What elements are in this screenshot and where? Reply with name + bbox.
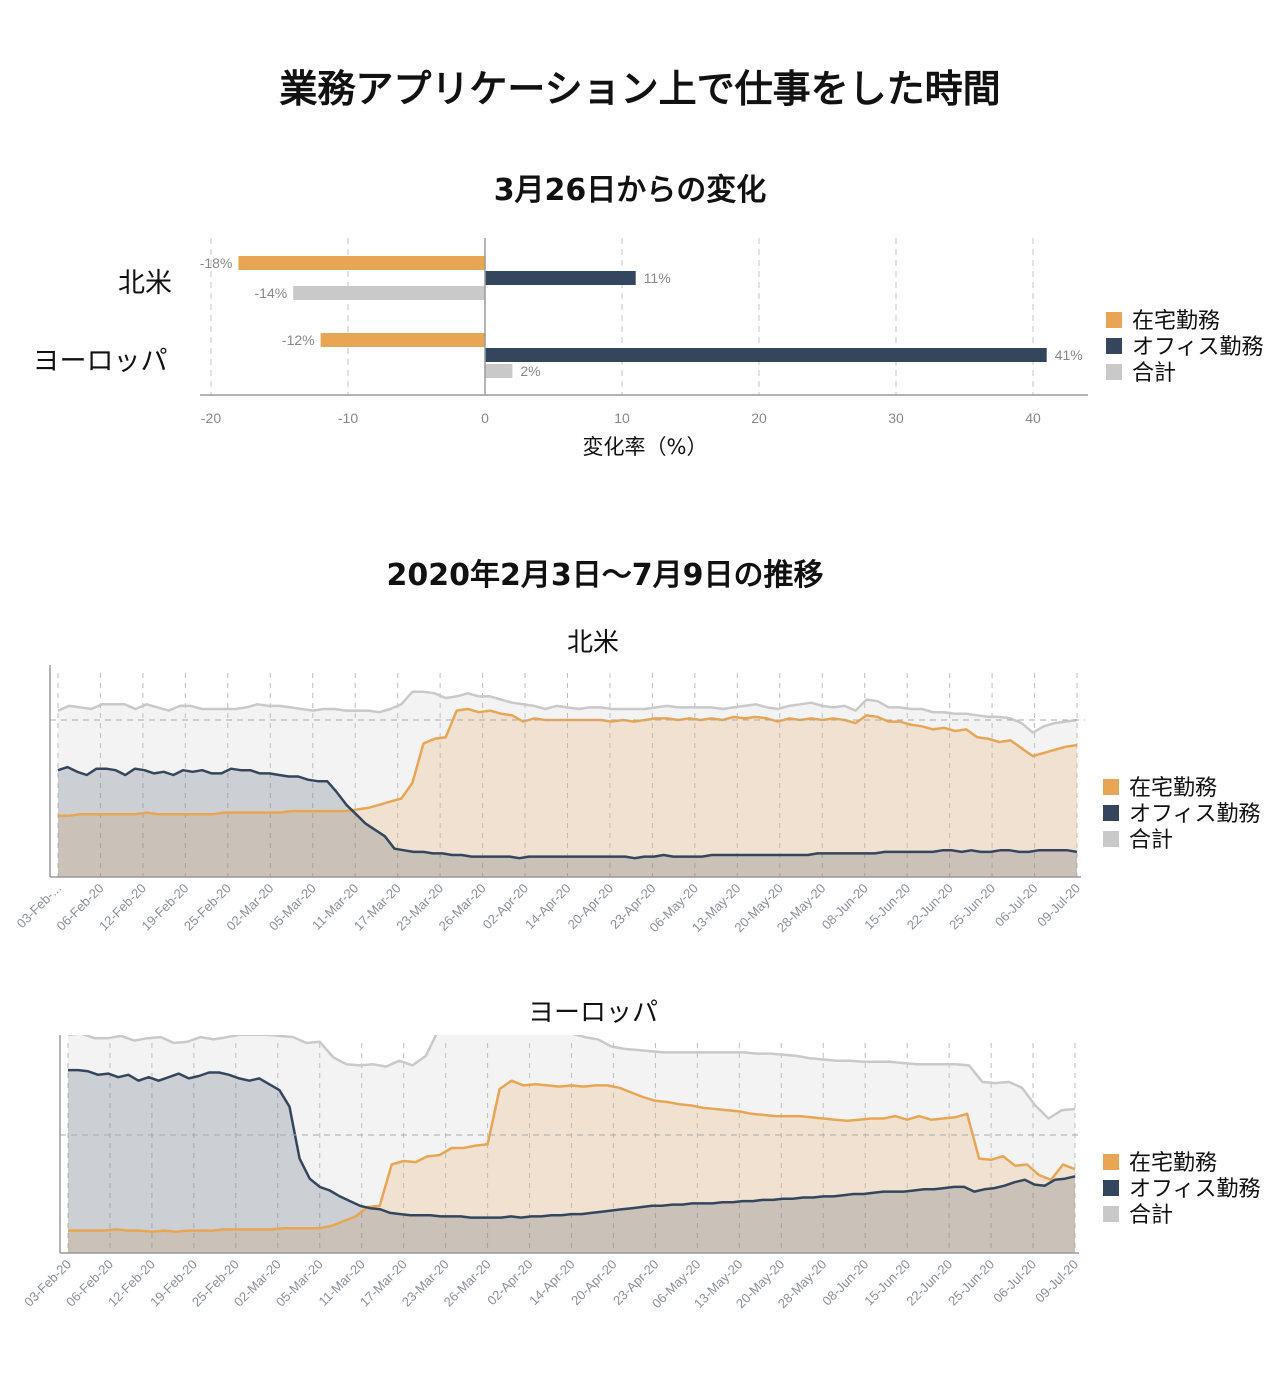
x-tick-label: 02-Apr-20 — [480, 881, 531, 932]
x-tick-label: 20 — [751, 410, 767, 426]
series-line-2 — [57, 690, 1078, 734]
legend-swatch-0 — [1106, 312, 1122, 328]
legend-label-1: オフィス勤務 — [1129, 802, 1261, 827]
area-fill-1 — [68, 1070, 1075, 1253]
bar-value-label: 41% — [1055, 347, 1083, 363]
series-line-2 — [68, 1035, 1076, 1120]
series-line-1 — [68, 1068, 1076, 1219]
eu-chart-title: ヨーロッパ — [527, 998, 658, 1028]
main-title: 業務アプリケーション上で仕事をした時間 — [279, 67, 1001, 111]
legend-label-1: オフィス勤務 — [1132, 335, 1264, 360]
legend-swatch-1 — [1103, 1180, 1119, 1196]
x-tick-label: 40 — [1025, 410, 1041, 426]
legend-label-0: 在宅勤務 — [1132, 309, 1220, 334]
bar-1-1 — [485, 348, 1047, 362]
bar-value-label: 2% — [520, 363, 540, 379]
series-line-1 — [57, 765, 1078, 860]
x-tick-label: 25-Jun-20 — [945, 1257, 997, 1309]
legend-label-0: 在宅勤務 — [1129, 1151, 1217, 1176]
bar-value-label: -12% — [282, 332, 315, 348]
legend-swatch-1 — [1103, 805, 1119, 821]
legend-swatch-2 — [1103, 831, 1119, 847]
x-tick-label: 30 — [888, 410, 904, 426]
category-label-eu: ヨーロッパ — [33, 346, 168, 377]
bar-0-0 — [238, 256, 485, 270]
x-tick-label: -20 — [201, 410, 221, 426]
na-chart-title: 北米 — [566, 628, 619, 658]
legend-label-2: 合計 — [1129, 1203, 1173, 1228]
north-america-area-chart: 03-Feb-...06-Feb-2012-Feb-2019-Feb-2025-… — [14, 665, 1261, 935]
series-line-0 — [68, 1079, 1076, 1234]
legend-swatch-1 — [1106, 338, 1122, 354]
category-label-na: 北米 — [118, 268, 172, 299]
x-tick-label: 06-Jul-20 — [990, 1257, 1039, 1306]
x-axis-label: 変化率（%） — [583, 435, 708, 459]
bar-1-2 — [485, 364, 513, 378]
bar-0-1 — [485, 271, 636, 285]
x-tick-label: 05-Mar-20 — [266, 881, 319, 934]
x-tick-label: 14-Apr-20 — [522, 881, 573, 932]
x-tick-label: 09-Jul-20 — [1032, 1257, 1081, 1306]
bar-chart-title: 3月26日からの変化 — [493, 173, 767, 208]
area-fill-2 — [58, 691, 1077, 877]
legend-label-2: 合計 — [1132, 361, 1176, 386]
legend-label-2: 合計 — [1129, 828, 1173, 853]
x-tick-label: 0 — [481, 410, 489, 426]
x-tick-label: 26-Mar-20 — [436, 881, 489, 934]
legend-label-1: オフィス勤務 — [1129, 1177, 1261, 1202]
area-fill-2 — [68, 1035, 1075, 1253]
europe-area-chart: 03-Feb-2006-Feb-2012-Feb-2019-Feb-2025-F… — [21, 1035, 1261, 1311]
x-tick-label: 20-Apr-20 — [565, 881, 616, 932]
legend-swatch-2 — [1106, 364, 1122, 380]
area-fill-0 — [68, 1080, 1075, 1253]
bar-1-0 — [320, 333, 485, 347]
legend-swatch-2 — [1103, 1206, 1119, 1222]
x-tick-label: 25-Jun-20 — [946, 881, 998, 933]
legend-label-0: 在宅勤務 — [1129, 776, 1217, 801]
x-tick-label: 10 — [614, 410, 630, 426]
bar-value-label: 11% — [644, 270, 671, 286]
legend-swatch-0 — [1103, 779, 1119, 795]
bar-value-label: -18% — [200, 255, 233, 271]
area-fill-1 — [58, 767, 1077, 877]
area-fill-0 — [58, 709, 1077, 877]
legend-swatch-0 — [1103, 1154, 1119, 1170]
x-tick-label: 06-Jul-20 — [992, 881, 1041, 930]
trend-section-title: 2020年2月3日～7月9日の推移 — [386, 558, 824, 593]
bar-value-label: -14% — [255, 285, 288, 301]
x-tick-label: -10 — [338, 410, 358, 426]
x-tick-label: 09-Jul-20 — [1034, 881, 1083, 930]
bar-0-2 — [293, 286, 485, 300]
